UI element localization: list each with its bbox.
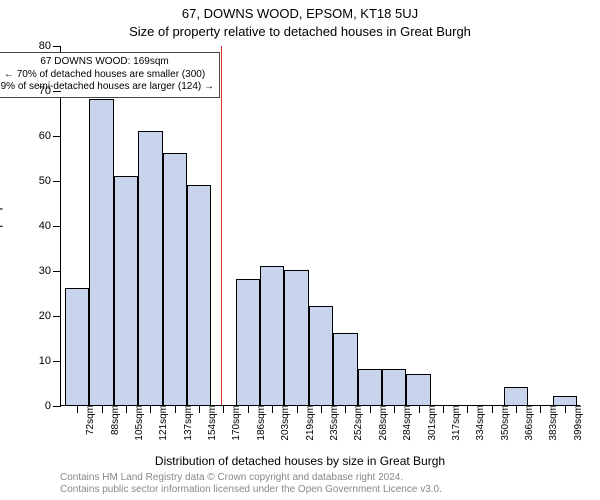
y-tick-label: 70	[39, 85, 61, 97]
x-tick-label: 137sqm	[175, 405, 194, 441]
histogram-bar	[406, 374, 430, 406]
y-tick-label: 40	[39, 220, 61, 232]
x-tick-label: 350sqm	[492, 405, 511, 441]
x-tick-label: 301sqm	[419, 405, 438, 441]
histogram-bar	[309, 306, 333, 405]
histogram-bar	[553, 396, 577, 405]
x-axis-label: Distribution of detached houses by size …	[0, 454, 600, 468]
histogram-bar	[504, 387, 528, 405]
histogram-bar	[114, 176, 138, 406]
y-tick-label: 50	[39, 175, 61, 187]
attribution-line1: Contains HM Land Registry data © Crown c…	[60, 472, 580, 484]
histogram-bar	[138, 131, 162, 406]
annotation-line2: ← 70% of detached houses are smaller (30…	[0, 69, 214, 82]
histogram-bar	[284, 270, 308, 405]
histogram-bar	[333, 333, 357, 405]
reference-line	[221, 46, 222, 405]
y-tick-label: 60	[39, 130, 61, 142]
x-tick-label: 186sqm	[248, 405, 267, 441]
histogram-bar	[358, 369, 382, 405]
x-tick-label: 170sqm	[223, 405, 242, 441]
annotation-line1: 67 DOWNS WOOD: 169sqm	[0, 56, 214, 69]
histogram-bar	[89, 99, 113, 405]
histogram-bar	[163, 153, 187, 405]
x-tick-label: 399sqm	[565, 405, 584, 441]
x-tick-label: 235sqm	[321, 405, 340, 441]
x-tick-label: 203sqm	[272, 405, 291, 441]
x-tick-label: 268sqm	[370, 405, 389, 441]
reference-annotation: 67 DOWNS WOOD: 169sqm ← 70% of detached …	[0, 52, 220, 98]
x-tick-label: 219sqm	[297, 405, 316, 441]
y-axis-label: Number of detached properties	[0, 174, 3, 339]
y-tick-label: 20	[39, 310, 61, 322]
chart-container: 67, DOWNS WOOD, EPSOM, KT18 5UJ Size of …	[0, 0, 600, 500]
y-tick-label: 30	[39, 265, 61, 277]
y-tick-label: 80	[39, 40, 61, 52]
y-tick-label: 0	[45, 400, 61, 412]
histogram-bar	[260, 266, 284, 406]
y-tick-label: 10	[39, 355, 61, 367]
x-tick-label: 105sqm	[126, 405, 145, 441]
histogram-bar	[236, 279, 260, 405]
x-tick-label: 88sqm	[102, 405, 121, 435]
chart-title-address: 67, DOWNS WOOD, EPSOM, KT18 5UJ	[0, 6, 600, 21]
x-tick-label: 317sqm	[443, 405, 462, 441]
x-tick-label: 252sqm	[345, 405, 364, 441]
x-tick-label: 284sqm	[394, 405, 413, 441]
x-tick-label: 72sqm	[77, 405, 96, 435]
x-tick-label: 121sqm	[150, 405, 169, 441]
chart-title-description: Size of property relative to detached ho…	[0, 24, 600, 39]
x-tick-label: 334sqm	[467, 405, 486, 441]
x-tick-label: 154sqm	[199, 405, 218, 441]
histogram-bar	[382, 369, 406, 405]
x-tick-label: 366sqm	[516, 405, 535, 441]
attribution-text: Contains HM Land Registry data © Crown c…	[60, 472, 580, 496]
attribution-line2: Contains public sector information licen…	[60, 484, 580, 496]
x-tick-label: 383sqm	[540, 405, 559, 441]
plot-area: 67 DOWNS WOOD: 169sqm ← 70% of detached …	[60, 46, 580, 406]
annotation-line3: 29% of semi-detached houses are larger (…	[0, 81, 214, 94]
histogram-bar	[187, 185, 211, 406]
histogram-bar	[65, 288, 89, 405]
